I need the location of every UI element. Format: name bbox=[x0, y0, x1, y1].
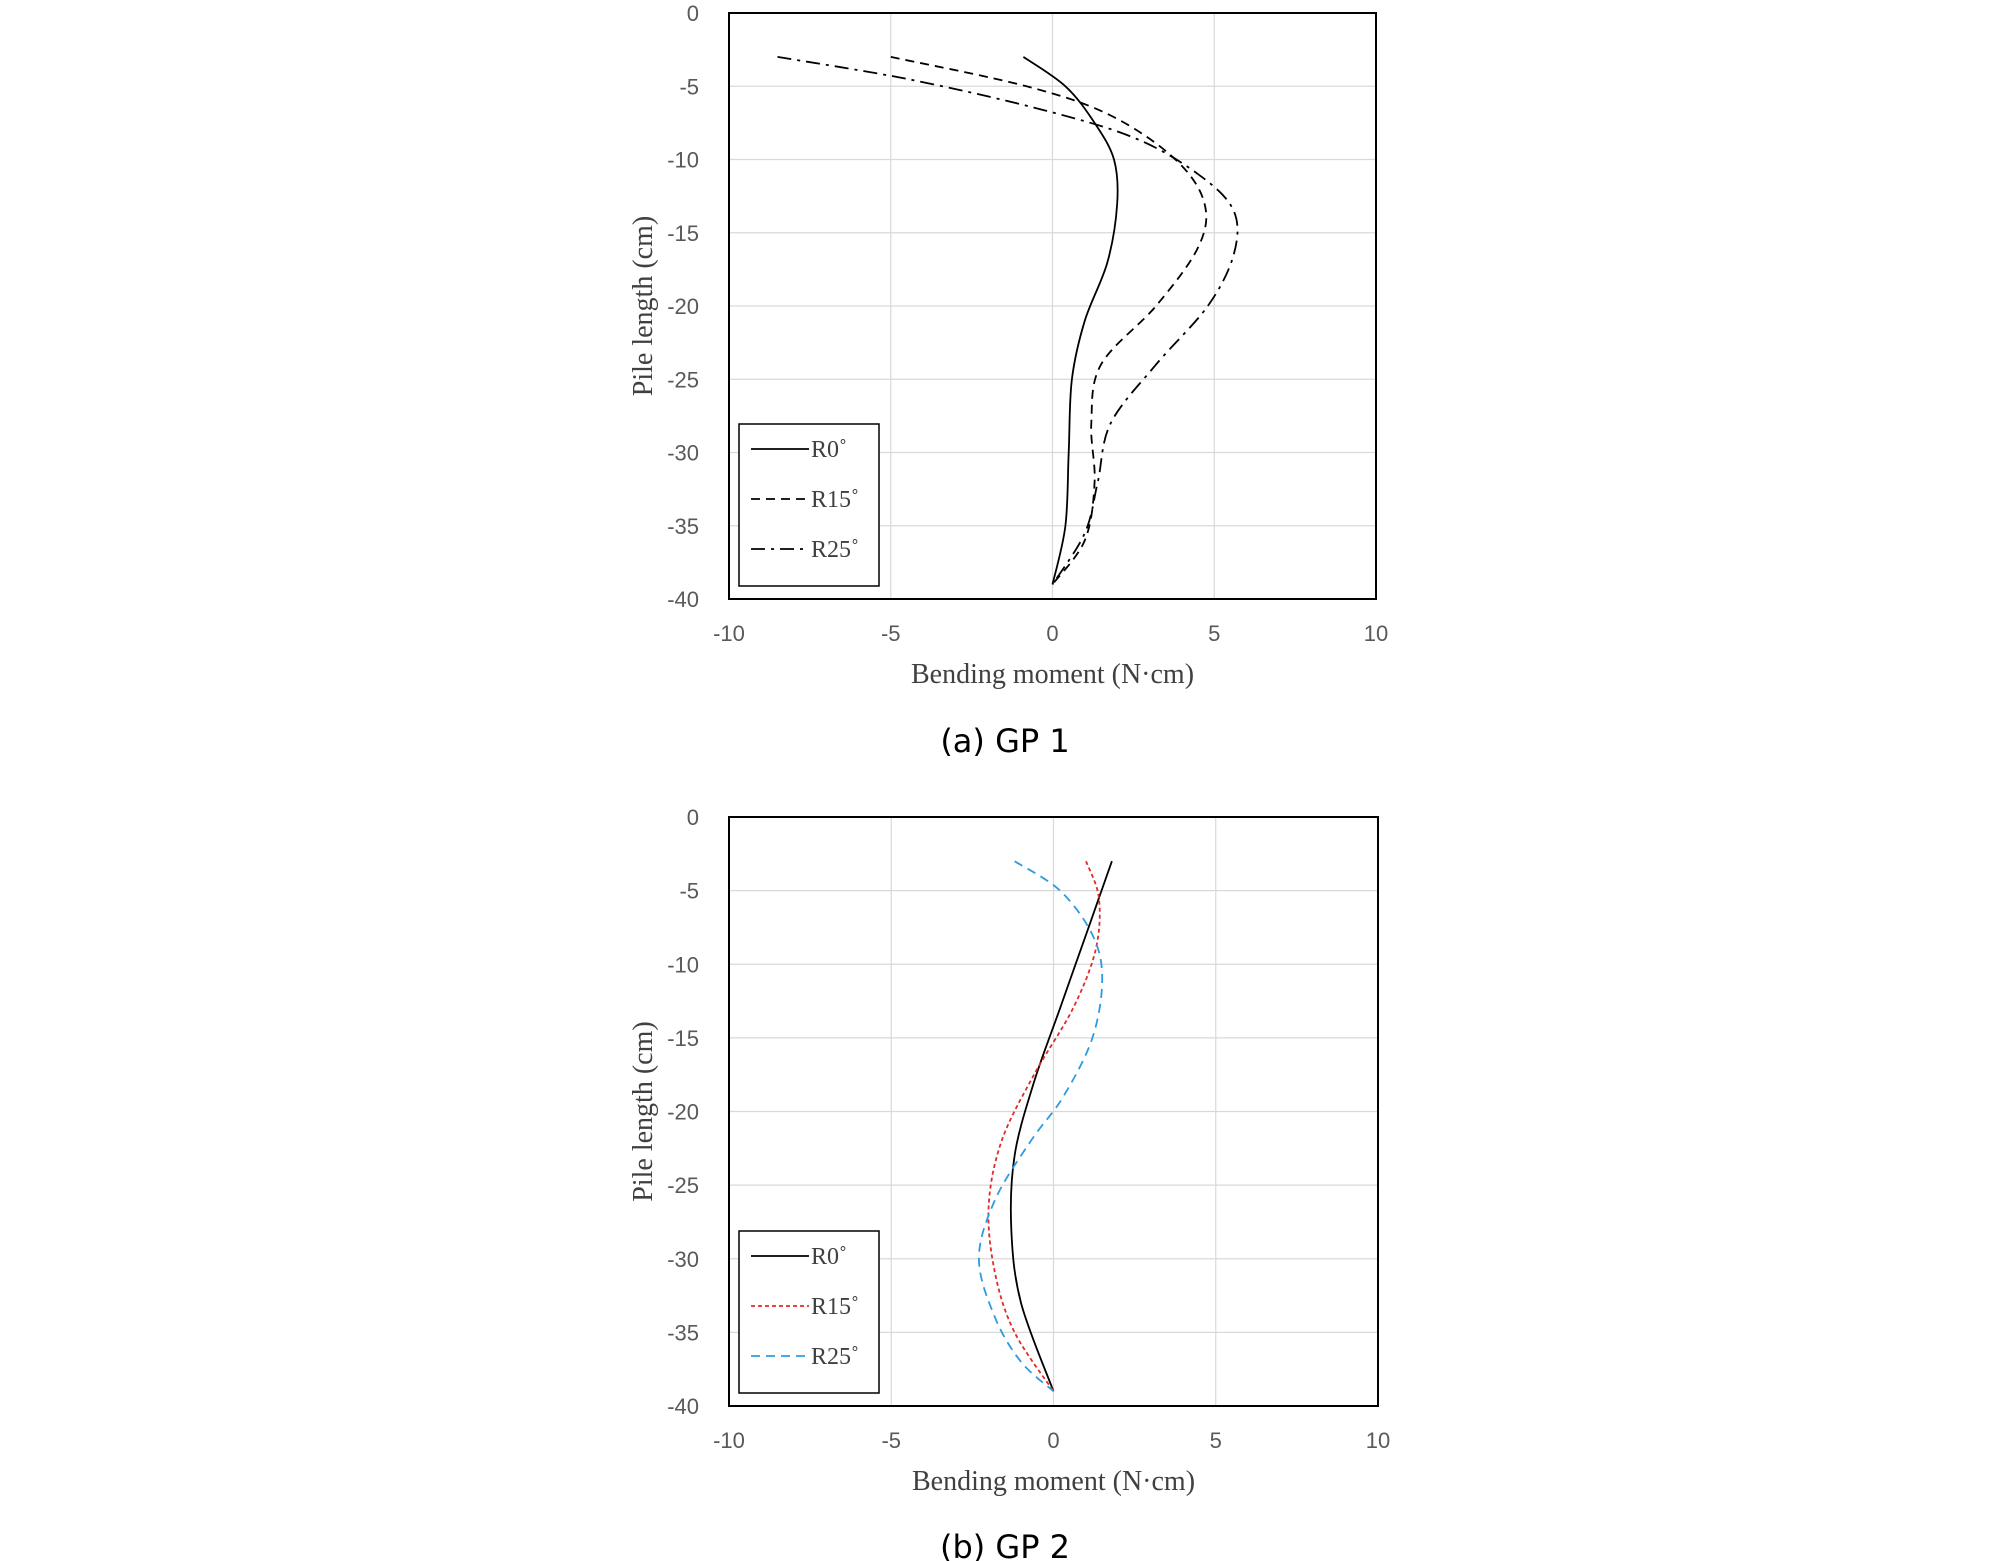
chart-gp2-legend-label-2: R25˚ bbox=[811, 1344, 859, 1370]
chart-gp1-y-tick-label-2: -10 bbox=[667, 148, 699, 173]
chart-gp2-series-2 bbox=[977, 860, 1104, 1392]
chart-gp1-series bbox=[777, 56, 1239, 585]
chart-gp2-y-tick-label-4: -20 bbox=[667, 1100, 699, 1125]
chart-gp1-x-ticks: -10 -5 0 5 10 bbox=[713, 621, 1388, 646]
chart-gp2-x-tick-label-1: -5 bbox=[881, 1428, 901, 1453]
chart-gp1-plot-frame bbox=[728, 12, 1377, 600]
chart-gp2-legend-label-0: R0˚ bbox=[811, 1244, 847, 1270]
chart-gp2-x-tick-label-0: -10 bbox=[713, 1428, 745, 1453]
chart-gp2-y-tick-label-0: 0 bbox=[687, 805, 699, 830]
chart-gp1-y-tick-label-5: -25 bbox=[667, 367, 699, 392]
chart-gp2: -10 -5 0 5 10 0 -5 -10 -15 -20 -25 -30 -35 -40 Bendi… bbox=[628, 805, 1390, 1561]
chart-gp1-x-tick-label-1: -5 bbox=[881, 621, 901, 646]
chart-gp2-y-tick-label-5: -25 bbox=[667, 1173, 699, 1198]
chart-gp1-x-tick-label-3: 5 bbox=[1208, 621, 1220, 646]
chart-gp2-plot-frame bbox=[728, 816, 1379, 1407]
chart-gp1-caption: (a) GP 1 bbox=[940, 722, 1069, 760]
chart-gp1-y-tick-label-3: -15 bbox=[667, 221, 699, 246]
chart-gp2-x-tick-label-4: 10 bbox=[1366, 1428, 1390, 1453]
chart-gp2-y-tick-label-2: -10 bbox=[667, 952, 699, 977]
chart-gp1: -10 -5 0 5 10 0 -5 -10 -15 -20 -25 -30 -35 -40 Bendi… bbox=[628, 1, 1388, 760]
chart-gp1-series-1 bbox=[890, 56, 1208, 585]
chart-gp2-y-tick-label-6: -30 bbox=[667, 1247, 699, 1272]
chart-gp2-y-axis-title: Pile length (cm) bbox=[628, 1021, 659, 1201]
chart-gp1-legend-box bbox=[738, 423, 880, 587]
chart-gp1-legend-label-0: R0˚ bbox=[811, 437, 847, 463]
chart-gp1-y-tick-label-1: -5 bbox=[679, 74, 699, 99]
chart-gp2-legend: R0˚ R15˚ R25˚ bbox=[738, 1230, 880, 1394]
chart-gp2-y-tick-label-8: -40 bbox=[667, 1394, 699, 1419]
chart-gp1-y-tick-label-8: -40 bbox=[667, 587, 699, 612]
chart-gp1-y-tick-label-0: 0 bbox=[687, 1, 699, 26]
chart-gp1-x-tick-label-4: 10 bbox=[1364, 621, 1388, 646]
chart-gp1-legend: R0˚ R15˚ R25˚ bbox=[738, 423, 880, 587]
chart-gp2-x-ticks: -10 -5 0 5 10 bbox=[713, 1428, 1390, 1453]
chart-gp1-x-tick-label-0: -10 bbox=[713, 621, 745, 646]
chart-gp2-caption: (b) GP 2 bbox=[940, 1528, 1070, 1561]
chart-gp2-y-tick-label-1: -5 bbox=[679, 879, 699, 904]
chart-gp1-y-ticks: 0 -5 -10 -15 -20 -25 -30 -35 -40 bbox=[667, 1, 699, 612]
chart-gp2-x-axis-title: Bending moment (N·cm) bbox=[912, 1466, 1195, 1497]
chart-gp2-y-ticks: 0 -5 -10 -15 -20 -25 -30 -35 -40 bbox=[667, 805, 699, 1419]
chart-gp2-legend-box bbox=[738, 1230, 880, 1394]
chart-gp2-legend-label-1: R15˚ bbox=[811, 1294, 859, 1320]
chart-gp2-series-0 bbox=[1009, 860, 1113, 1392]
chart-gp1-x-axis-title: Bending moment (N·cm) bbox=[911, 659, 1194, 690]
chart-gp1-y-tick-label-7: -35 bbox=[667, 514, 699, 539]
chart-gp2-x-tick-label-3: 5 bbox=[1210, 1428, 1222, 1453]
chart-gp1-series-2 bbox=[777, 56, 1239, 585]
chart-gp1-y-tick-label-6: -30 bbox=[667, 441, 699, 466]
chart-gp1-x-tick-label-2: 0 bbox=[1046, 621, 1058, 646]
chart-gp1-legend-label-2: R25˚ bbox=[811, 537, 859, 563]
chart-gp2-x-tick-label-2: 0 bbox=[1047, 1428, 1059, 1453]
chart-gp1-y-axis-title: Pile length (cm) bbox=[628, 216, 659, 396]
chart-gp2-y-tick-label-3: -15 bbox=[667, 1026, 699, 1051]
chart-gp2-y-tick-label-7: -35 bbox=[667, 1320, 699, 1345]
chart-gp2-series bbox=[977, 860, 1113, 1392]
chart-gp1-legend-label-1: R15˚ bbox=[811, 487, 859, 513]
chart-gp1-y-tick-label-4: -20 bbox=[667, 294, 699, 319]
chart-gp2-series-1 bbox=[987, 860, 1101, 1392]
chart-gp1-series-0 bbox=[1022, 56, 1119, 585]
